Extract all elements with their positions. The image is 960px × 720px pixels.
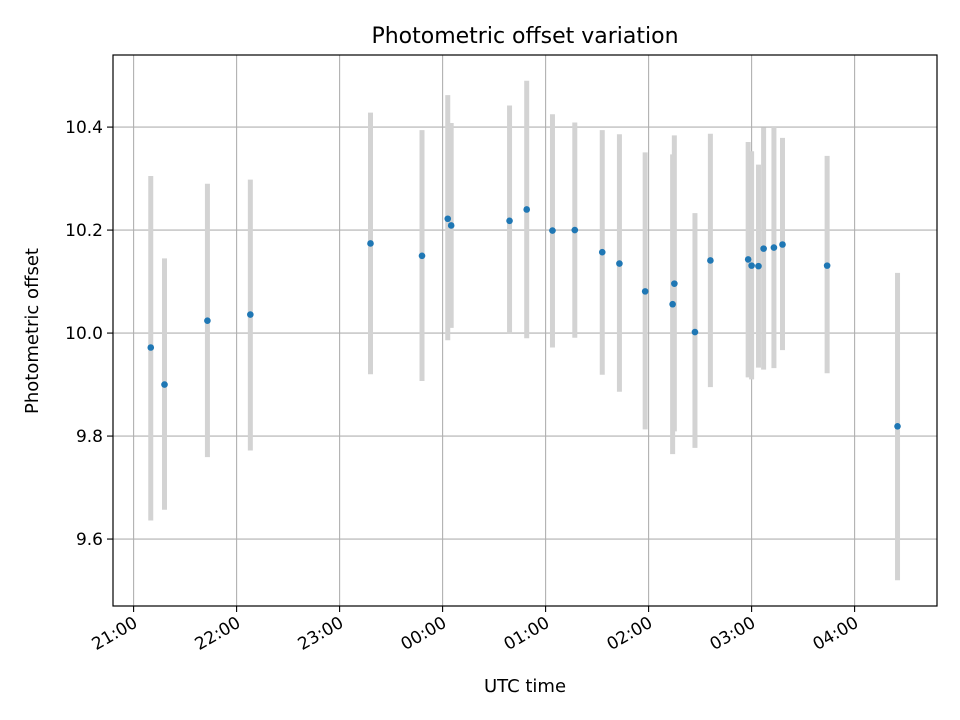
y-axis-ticks: 9.6 9.8 10.0 10.2 10.4 — [65, 118, 113, 550]
chart-title: Photometric offset variation — [371, 24, 678, 49]
data-point — [744, 256, 752, 263]
data-point — [506, 217, 513, 225]
data-point — [669, 300, 676, 308]
data-point — [823, 262, 831, 269]
data-point — [418, 252, 426, 260]
data-point — [571, 226, 579, 234]
data-point — [894, 422, 901, 430]
data-point — [247, 311, 254, 318]
data-point — [616, 260, 623, 267]
data-points — [147, 206, 901, 430]
y-tick-label: 10.2 — [65, 221, 103, 241]
data-point — [161, 381, 168, 388]
data-point — [447, 222, 455, 229]
data-point — [707, 257, 714, 264]
data-point — [549, 227, 556, 234]
data-point — [779, 241, 786, 248]
x-axis-label: UTC time — [484, 676, 566, 697]
y-tick-label: 9.8 — [76, 427, 103, 447]
data-point — [367, 240, 374, 247]
y-axis-label: Photometric offset — [22, 248, 43, 414]
data-point — [770, 244, 778, 251]
data-point — [748, 262, 755, 269]
data-point — [641, 288, 649, 295]
y-tick-label: 9.6 — [76, 530, 103, 550]
data-point — [147, 344, 155, 351]
y-tick-label: 10.4 — [65, 118, 103, 138]
data-point — [523, 206, 531, 213]
data-point — [755, 262, 762, 270]
plot-area-frame — [112, 54, 938, 607]
data-point — [204, 317, 211, 325]
data-point — [671, 280, 678, 287]
data-point — [760, 245, 767, 252]
data-point — [444, 215, 452, 223]
y-tick-label: 10.0 — [65, 324, 103, 344]
data-point — [598, 248, 606, 256]
data-point — [691, 328, 699, 336]
